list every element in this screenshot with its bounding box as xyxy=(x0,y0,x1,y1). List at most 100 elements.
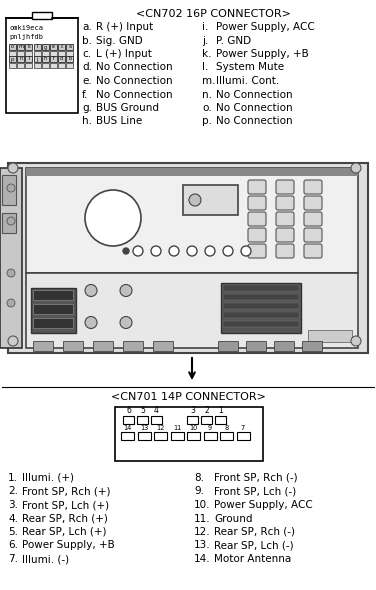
Text: 10.: 10. xyxy=(194,500,211,510)
Text: No Connection: No Connection xyxy=(216,116,293,126)
Circle shape xyxy=(85,316,97,329)
Text: b: b xyxy=(68,57,71,61)
Bar xyxy=(2,175,16,205)
Text: L (+) Input: L (+) Input xyxy=(96,49,152,59)
Text: Illumi. (-): Illumi. (-) xyxy=(22,554,69,564)
Bar xyxy=(33,51,41,56)
Circle shape xyxy=(133,246,143,256)
Text: No Connection: No Connection xyxy=(216,90,293,100)
Text: 2.: 2. xyxy=(8,487,18,497)
Bar xyxy=(67,56,73,62)
Text: h: h xyxy=(44,57,47,61)
Circle shape xyxy=(85,190,141,246)
Text: e: e xyxy=(52,44,55,50)
Text: f.: f. xyxy=(82,90,88,100)
Bar xyxy=(2,213,16,233)
FancyBboxPatch shape xyxy=(248,228,266,242)
Text: 2: 2 xyxy=(204,406,209,415)
Text: Rear SP, Lch (-): Rear SP, Lch (-) xyxy=(214,540,294,550)
Bar xyxy=(218,341,238,351)
Bar xyxy=(221,283,301,333)
Text: 7: 7 xyxy=(241,425,245,431)
Bar xyxy=(151,416,162,424)
Bar xyxy=(26,168,358,273)
Bar xyxy=(50,63,57,68)
Text: j: j xyxy=(36,57,38,61)
Text: No Connection: No Connection xyxy=(216,103,293,113)
Text: Illumi. (+): Illumi. (+) xyxy=(22,473,74,483)
Bar xyxy=(50,44,57,50)
Text: Ground: Ground xyxy=(214,513,253,523)
Bar xyxy=(33,290,73,300)
Text: b.: b. xyxy=(82,35,92,45)
Bar xyxy=(58,44,65,50)
Bar xyxy=(32,12,52,19)
Bar xyxy=(123,341,143,351)
FancyBboxPatch shape xyxy=(248,244,266,258)
Bar xyxy=(17,63,24,68)
Bar xyxy=(42,44,49,50)
Text: 14.: 14. xyxy=(194,554,211,564)
Bar xyxy=(187,432,200,440)
Bar xyxy=(67,51,73,56)
Bar xyxy=(154,432,167,440)
Text: Front SP, Lch (-): Front SP, Lch (-) xyxy=(214,487,296,497)
Circle shape xyxy=(7,299,15,307)
Text: Power Supply, +B: Power Supply, +B xyxy=(22,540,115,550)
Circle shape xyxy=(120,284,132,297)
FancyBboxPatch shape xyxy=(248,196,266,210)
Bar xyxy=(153,341,173,351)
Bar xyxy=(17,56,24,62)
Bar xyxy=(33,317,73,327)
Bar xyxy=(123,416,134,424)
Text: 10: 10 xyxy=(189,425,198,431)
Text: l: l xyxy=(28,57,30,61)
Bar xyxy=(33,44,41,50)
Bar xyxy=(63,341,83,351)
Bar xyxy=(42,63,49,68)
Text: c.: c. xyxy=(82,49,91,59)
Bar xyxy=(170,432,183,440)
Text: 12: 12 xyxy=(156,425,165,431)
Text: d: d xyxy=(60,57,63,61)
Text: No Connection: No Connection xyxy=(96,90,173,100)
Bar xyxy=(183,185,238,215)
Text: Rear SP, Lch (+): Rear SP, Lch (+) xyxy=(22,527,106,537)
Bar xyxy=(203,432,217,440)
Text: R (+) Input: R (+) Input xyxy=(96,22,153,32)
Bar xyxy=(33,303,73,313)
Bar xyxy=(26,44,32,50)
Text: k.: k. xyxy=(202,49,211,59)
Text: i.: i. xyxy=(202,22,208,32)
Text: Front SP, Lch (+): Front SP, Lch (+) xyxy=(22,500,109,510)
Bar xyxy=(8,163,368,353)
Bar xyxy=(67,44,73,50)
Bar xyxy=(187,416,198,424)
FancyBboxPatch shape xyxy=(304,244,322,258)
Text: l.: l. xyxy=(202,63,208,73)
Text: 6.: 6. xyxy=(8,540,18,550)
Text: c: c xyxy=(61,44,63,50)
Text: 7.: 7. xyxy=(8,554,18,564)
Bar xyxy=(50,51,57,56)
Text: Power Supply, +B: Power Supply, +B xyxy=(216,49,309,59)
Circle shape xyxy=(223,246,233,256)
Bar xyxy=(50,56,57,62)
Circle shape xyxy=(189,194,201,206)
Bar xyxy=(121,432,134,440)
Bar xyxy=(223,284,299,290)
FancyBboxPatch shape xyxy=(276,180,294,194)
Bar xyxy=(33,341,53,351)
Bar xyxy=(42,56,49,62)
Text: 8: 8 xyxy=(224,425,229,431)
Text: Power Supply, ACC: Power Supply, ACC xyxy=(214,500,313,510)
FancyBboxPatch shape xyxy=(304,212,322,226)
Text: 3.: 3. xyxy=(8,500,18,510)
Text: j.: j. xyxy=(202,35,208,45)
Text: f: f xyxy=(53,57,55,61)
Circle shape xyxy=(351,336,361,346)
Text: n: n xyxy=(19,57,22,61)
Bar xyxy=(9,51,16,56)
Text: a: a xyxy=(68,44,71,50)
Text: 3: 3 xyxy=(190,406,195,415)
